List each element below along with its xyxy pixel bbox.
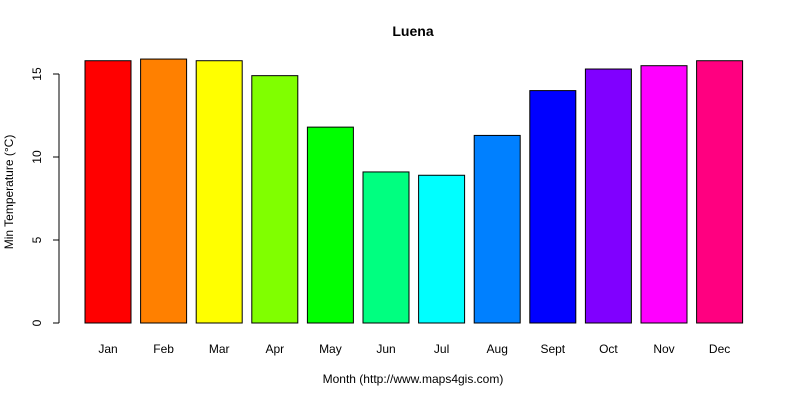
- y-tick-label: 15: [30, 67, 44, 81]
- bar-nov: [640, 65, 688, 324]
- x-tick-label: Sept: [540, 342, 565, 356]
- x-tick-label: Jan: [98, 342, 117, 356]
- y-tick-label: 5: [30, 236, 44, 243]
- x-tick-label: Jun: [376, 342, 395, 356]
- x-axis-label: Month (http://www.maps4gis.com): [323, 372, 504, 386]
- bar-feb: [140, 58, 188, 324]
- x-tick-label: Apr: [265, 342, 284, 356]
- bar-may: [306, 126, 354, 324]
- x-tick-label: Aug: [487, 342, 508, 356]
- y-tick-label: 10: [30, 150, 44, 164]
- x-tick-label: Dec: [709, 342, 730, 356]
- bar-oct: [584, 68, 632, 324]
- bars-group: [84, 58, 744, 324]
- y-axis-label: Min Temperature (°C): [2, 135, 16, 250]
- x-tick-label: Jul: [434, 342, 449, 356]
- x-axis-tick-labels: Jan Feb Mar Apr May Jun Jul Aug Sept Oct Nov Dec: [98, 342, 730, 356]
- bar-aug: [473, 134, 521, 324]
- bar-apr: [251, 75, 299, 324]
- x-tick-label: May: [319, 342, 342, 356]
- bar-jan: [84, 60, 132, 324]
- bar-sept: [529, 90, 577, 324]
- bar-jun: [362, 171, 410, 324]
- x-tick-label: Oct: [599, 342, 618, 356]
- bar-jul: [418, 174, 466, 324]
- x-tick-label: Nov: [653, 342, 674, 356]
- y-axis-ticks: 0 5 10 15: [30, 67, 59, 326]
- bar-dec: [696, 60, 744, 324]
- y-tick-label: 0: [30, 319, 44, 326]
- x-tick-label: Feb: [153, 342, 174, 356]
- bar-mar: [195, 60, 243, 324]
- x-tick-label: Mar: [209, 342, 230, 356]
- chart-title: Luena: [392, 23, 433, 39]
